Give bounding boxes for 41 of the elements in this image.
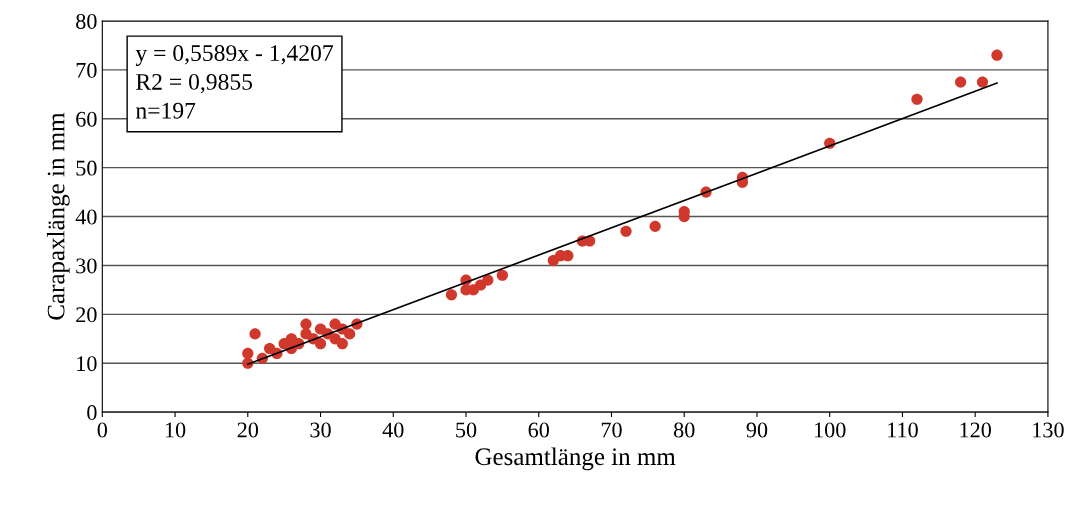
x-tick-label: 30 [310,422,331,438]
x-tick-label: 50 [456,422,477,438]
y-tick-label: 0 [87,405,97,421]
y-tick-label: 20 [76,307,97,323]
point [242,347,254,360]
x-tick-label: 10 [165,422,186,438]
point [336,338,348,350]
y-tick-label: 70 [76,62,97,78]
x-tick-label: 120 [960,422,991,438]
point [991,49,1003,61]
point [911,93,923,105]
point [955,76,967,88]
y-tick-label: 60 [76,111,97,127]
x-tick-label: 130 [1033,422,1064,438]
point [620,225,632,237]
annotation: y = 0,5589x - 1,4207 R2 = 0,9855 n=197 [135,45,333,119]
point [482,274,494,286]
y-tick-label: 80 [76,13,97,29]
point [314,338,327,350]
x-tick-label: 90 [746,422,768,438]
y-tick-label: 50 [76,160,97,176]
x-tick-label: 40 [382,422,404,438]
y-axis-title: Carapaxlänge in mm [46,112,70,320]
x-tick-label: 100 [814,422,846,438]
x-tick-label: 0 [97,422,108,438]
point [649,220,661,232]
y-tick-label: 40 [75,209,97,225]
x-tick-label: 70 [601,422,622,438]
y-tick-label: 30 [76,258,97,274]
point [300,318,312,330]
x-tick-label: 110 [888,422,918,438]
point [249,328,261,340]
point [445,289,458,301]
x-tick-label: 80 [673,422,695,438]
x-tick-label: 20 [237,422,259,438]
point [976,76,989,88]
x-tick-label: 60 [528,422,550,438]
point [344,328,356,340]
point [496,269,508,281]
y-tick-label: 10 [77,356,97,372]
x-axis-title: Gesamtlänge in mm [475,447,676,471]
